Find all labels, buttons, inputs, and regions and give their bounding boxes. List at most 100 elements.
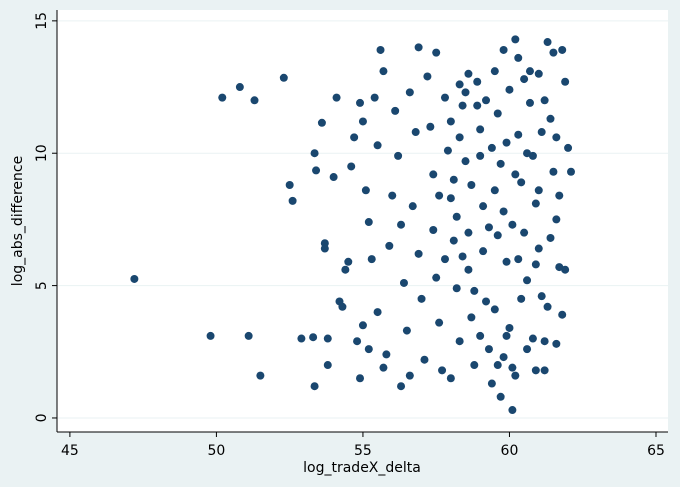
point: [446, 117, 455, 126]
point: [373, 308, 382, 317]
point: [531, 260, 540, 269]
point: [561, 77, 570, 86]
point: [405, 88, 414, 97]
point: [520, 228, 529, 237]
x-tick-label: 60: [501, 443, 519, 459]
point: [379, 363, 388, 372]
point: [476, 151, 485, 160]
point: [250, 96, 259, 105]
point: [297, 334, 306, 343]
point: [323, 334, 332, 343]
point: [376, 45, 385, 54]
point: [502, 331, 511, 340]
point: [405, 371, 414, 380]
point: [358, 321, 367, 330]
point: [514, 130, 523, 139]
point: [455, 80, 464, 89]
point: [408, 202, 417, 211]
point: [435, 318, 444, 327]
point: [397, 382, 406, 391]
point: [558, 310, 567, 319]
point: [464, 228, 473, 237]
point: [505, 85, 514, 94]
point: [482, 96, 491, 105]
point: [523, 276, 532, 285]
y-tick-label: 0: [34, 414, 50, 423]
point: [218, 93, 227, 102]
point: [440, 93, 449, 102]
point: [310, 382, 319, 391]
point: [288, 196, 297, 205]
point: [414, 43, 423, 52]
point: [549, 167, 558, 176]
x-tick-label: 50: [208, 443, 226, 459]
point: [537, 128, 546, 137]
point: [364, 218, 373, 227]
x-axis-title: log_tradeX_delta: [303, 460, 421, 476]
point: [502, 138, 511, 147]
y-tick-label: 15: [34, 12, 50, 30]
point: [490, 305, 499, 314]
point: [458, 101, 467, 110]
point: [353, 337, 362, 346]
point: [461, 157, 470, 166]
point: [476, 331, 485, 340]
point: [350, 133, 359, 142]
point: [356, 374, 365, 383]
point: [482, 297, 491, 306]
point: [443, 146, 452, 155]
point: [567, 167, 576, 176]
point: [540, 337, 549, 346]
point: [496, 392, 505, 401]
point: [525, 67, 534, 76]
point: [358, 117, 367, 126]
point: [493, 231, 502, 240]
x-tick-label: 45: [61, 443, 79, 459]
point: [505, 323, 514, 332]
point: [520, 75, 529, 84]
point: [332, 93, 341, 102]
point: [493, 361, 502, 370]
point: [555, 191, 564, 200]
point: [508, 406, 517, 415]
point: [534, 244, 543, 253]
point: [417, 294, 426, 303]
point: [470, 361, 479, 370]
point: [558, 45, 567, 54]
point: [312, 166, 321, 175]
point: [511, 170, 520, 179]
point: [279, 73, 288, 82]
point: [543, 38, 552, 47]
point: [479, 247, 488, 256]
point: [449, 175, 458, 184]
point: [399, 278, 408, 287]
point: [423, 72, 432, 81]
y-axis-title: log_abs_difference: [10, 156, 26, 286]
point: [309, 333, 318, 342]
point: [561, 265, 570, 274]
point: [502, 257, 511, 266]
point: [496, 159, 505, 168]
point: [429, 226, 438, 235]
point: [464, 265, 473, 274]
point: [429, 170, 438, 179]
point: [379, 67, 388, 76]
point: [411, 128, 420, 137]
point: [440, 255, 449, 264]
point: [388, 191, 397, 200]
point: [394, 151, 403, 160]
point: [344, 257, 353, 266]
point: [479, 202, 488, 211]
point: [473, 77, 482, 86]
point: [508, 363, 517, 372]
point: [531, 199, 540, 208]
point: [528, 334, 537, 343]
point: [446, 194, 455, 203]
point: [490, 67, 499, 76]
point: [467, 180, 476, 189]
point: [385, 241, 394, 250]
point: [341, 265, 350, 274]
point: [487, 143, 496, 152]
